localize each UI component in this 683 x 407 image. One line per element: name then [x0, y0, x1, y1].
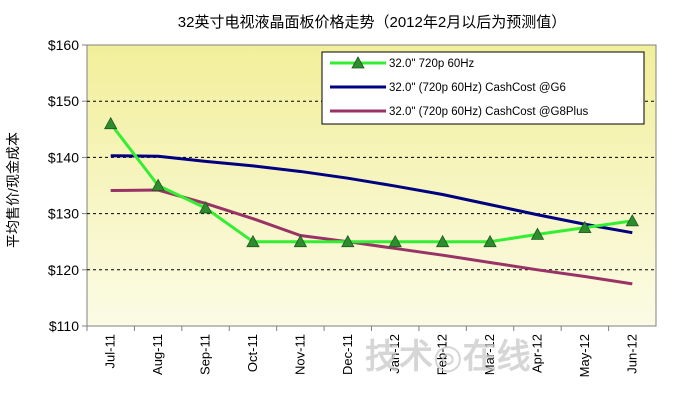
- data-point-marker: [388, 234, 402, 248]
- data-point-marker: [625, 214, 639, 227]
- data-point-marker: [578, 220, 592, 234]
- y-axis: $110 $120 $130 $140 $150 $160: [48, 37, 87, 334]
- x-tick-label: Dec-11: [340, 334, 355, 375]
- watermark: 技术◎在线: [365, 338, 531, 376]
- y-axis-label: 平均售价/现金成本: [5, 132, 21, 248]
- data-point-marker: [246, 234, 260, 248]
- legend-label: 32.0" 720p 60Hz: [389, 58, 475, 70]
- legend: 32.0" 720p 60Hz 32.0" (720p 60Hz) CashCos…: [321, 51, 645, 125]
- x-tick-label: May-12: [577, 334, 592, 377]
- x-tick-label: Feb-12: [435, 334, 450, 375]
- data-point-marker: [435, 234, 450, 248]
- data-point-marker: [198, 201, 213, 214]
- x-tick-label: Jan-12: [387, 334, 402, 374]
- series: [104, 116, 639, 286]
- series-line: [109, 122, 633, 244]
- series-line: [110, 154, 633, 235]
- series-line: [110, 188, 633, 286]
- x-tick-label: Oct-11: [245, 334, 260, 372]
- y-tick-label: $130: [48, 206, 79, 222]
- y-tick-label: $150: [48, 93, 79, 109]
- data-point-marker: [104, 116, 118, 130]
- chart-title: 32英寸电视液晶面板价格走势（2012年2月以后为预测值）: [178, 13, 566, 31]
- data-point-marker: [151, 178, 165, 191]
- y-tick-label: $120: [48, 262, 79, 278]
- legend-label: 32.0" (720p 60Hz) CashCost @G6: [389, 82, 566, 94]
- data-point-marker: [483, 234, 497, 248]
- y-tick-label: $160: [48, 37, 79, 53]
- y-tick-label: $140: [48, 149, 79, 165]
- x-tick-label: Jul-11: [103, 334, 118, 368]
- x-tick-label: Aug-11: [150, 334, 165, 375]
- data-point-marker: [341, 234, 355, 248]
- data-point-marker: [530, 227, 545, 240]
- legend-marker: [351, 56, 365, 69]
- x-tick-label: Sep-11: [198, 334, 213, 375]
- x-tick-label: Apr-12: [529, 334, 544, 373]
- y-tick-label: $110: [49, 318, 79, 334]
- x-tick-label: Mar-12: [482, 334, 497, 375]
- x-tick-label: Nov-11: [292, 334, 307, 375]
- data-point-marker: [293, 234, 308, 248]
- legend-label: 32.0" (720p 60Hz) CashCost @G8Plus: [389, 106, 588, 118]
- x-axis: Jul-11 Aug-11 Sep-11 Oct-11 Nov-11 Dec-11 Jan-…: [86, 326, 639, 377]
- x-tick-label: Jun-12: [624, 334, 639, 374]
